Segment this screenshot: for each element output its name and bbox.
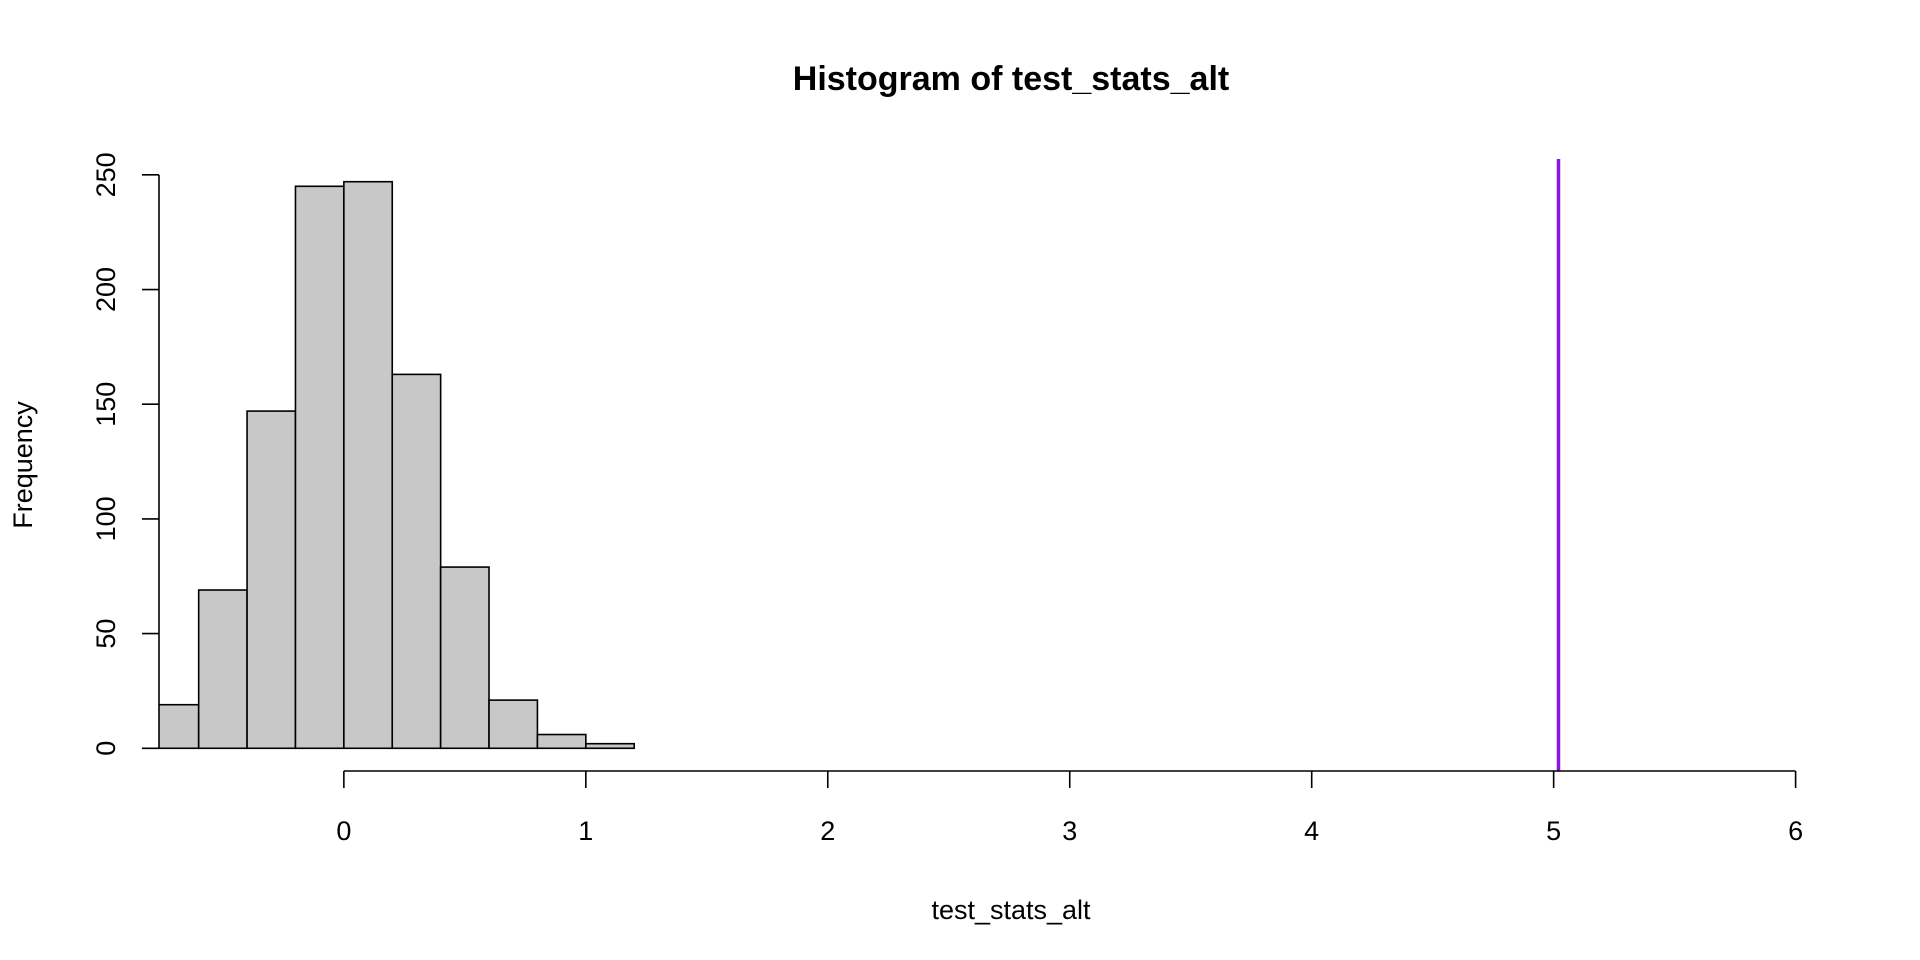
- x-tick-label: 2: [820, 816, 835, 846]
- bar: [488, 699, 539, 750]
- bar: [294, 185, 345, 750]
- chart-title: Histogram of test_stats_alt: [793, 60, 1229, 98]
- y-tick-label: 0: [91, 741, 121, 756]
- bar: [246, 410, 297, 750]
- x-tick-label: 3: [1062, 816, 1077, 846]
- y-tick-label: 200: [91, 267, 121, 312]
- y-tick-label: 50: [91, 619, 121, 649]
- x-tick-label: 5: [1546, 816, 1561, 846]
- y-tick-label: 250: [91, 152, 121, 197]
- plot-area: [159, 159, 1561, 771]
- y-axis-label: Frequency: [8, 401, 38, 529]
- y-tick-label: 150: [91, 382, 121, 427]
- x-tick-label: 0: [336, 816, 351, 846]
- x-tick-label: 4: [1304, 816, 1319, 846]
- bar: [197, 589, 248, 750]
- bar: [585, 742, 636, 750]
- bar: [391, 373, 442, 750]
- x-axis-label: test_stats_alt: [931, 895, 1091, 925]
- x-tick-label: 1: [578, 816, 593, 846]
- x-tick-label: 6: [1788, 816, 1803, 846]
- bar: [343, 180, 394, 750]
- bar: [536, 733, 587, 750]
- bar: [159, 703, 200, 750]
- y-tick-label: 100: [91, 496, 121, 541]
- bar: [439, 566, 490, 750]
